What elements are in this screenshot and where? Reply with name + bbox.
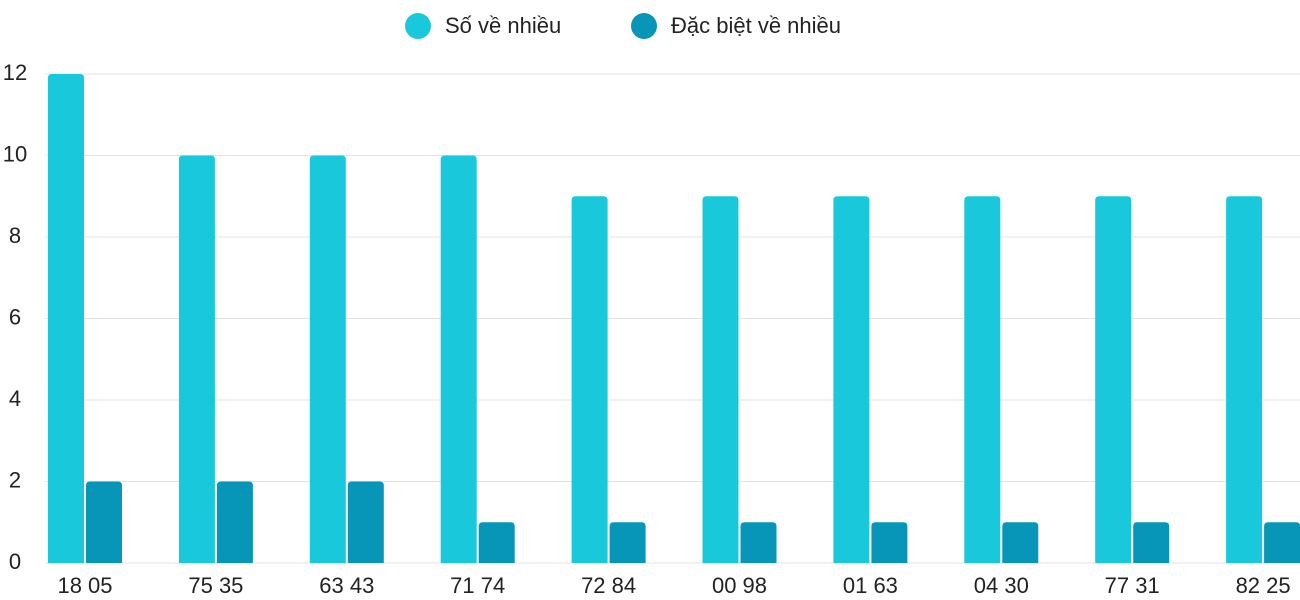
bar	[216, 481, 253, 563]
x-tick-label: 00 98	[712, 573, 767, 598]
x-tick-label: 04 30	[974, 573, 1029, 598]
legend-label: Đặc biệt về nhiều	[671, 13, 841, 38]
y-tick-label: 6	[9, 304, 21, 329]
bar	[478, 522, 515, 563]
y-tick-label: 10	[3, 141, 27, 166]
bar	[871, 522, 908, 563]
bar	[309, 155, 346, 563]
bar	[347, 481, 384, 563]
bar	[86, 481, 122, 563]
y-tick-label: 12	[3, 60, 27, 85]
x-tick-label: 82 25	[1236, 573, 1291, 598]
y-tick-label: 2	[9, 467, 21, 492]
bar	[1264, 522, 1300, 563]
bar	[702, 196, 739, 563]
x-tick-label: 63 43	[319, 573, 374, 598]
bar	[833, 196, 870, 563]
bar	[1095, 196, 1132, 563]
bar	[964, 196, 1001, 563]
bar	[609, 522, 646, 563]
bar	[1226, 196, 1263, 563]
bar	[740, 522, 777, 563]
y-tick-label: 8	[9, 223, 21, 248]
legend-marker	[405, 13, 431, 39]
y-tick-label: 0	[9, 549, 21, 574]
bar	[440, 155, 477, 563]
x-tick-label: 72 84	[581, 573, 636, 598]
bar	[48, 74, 84, 563]
bar	[1133, 522, 1170, 563]
legend-label: Số về nhiều	[445, 13, 561, 38]
legend-marker	[631, 13, 657, 39]
x-tick-label: 75 35	[188, 573, 243, 598]
x-tick-label: 18 05	[57, 573, 112, 598]
bar	[178, 155, 215, 563]
bar	[571, 196, 608, 563]
x-tick-label: 77 31	[1105, 573, 1160, 598]
x-tick-label: 01 63	[843, 573, 898, 598]
x-tick-label: 71 74	[450, 573, 505, 598]
y-tick-label: 4	[9, 386, 21, 411]
bar	[1002, 522, 1039, 563]
